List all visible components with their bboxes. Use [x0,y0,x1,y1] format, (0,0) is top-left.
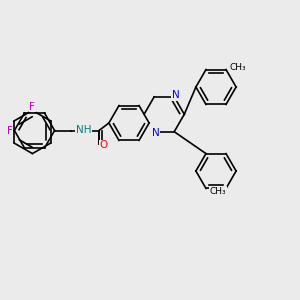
Text: N: N [172,90,180,100]
Text: CH₃: CH₃ [230,63,247,72]
Text: F: F [29,102,35,112]
Text: NH: NH [76,125,91,135]
Text: CH₃: CH₃ [210,187,226,196]
Text: N: N [152,128,160,138]
Text: F: F [7,125,13,136]
Text: O: O [99,140,107,150]
